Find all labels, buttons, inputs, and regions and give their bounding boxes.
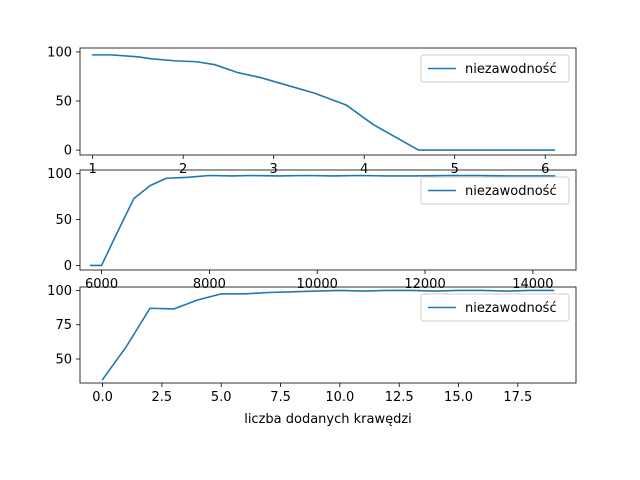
axes-frame — [79, 169, 577, 271]
x-tick-label: 7.5 — [270, 390, 291, 405]
x-tick-label: 6000 — [85, 277, 118, 292]
x-tick-label: 0.0 — [92, 390, 113, 405]
legend-box — [420, 176, 570, 205]
legend-box — [420, 293, 570, 322]
x-tick-label: 6 — [541, 162, 549, 177]
x-tick-label: 12000 — [404, 277, 445, 292]
x-tick-label: 5 — [451, 162, 459, 177]
legend-box — [420, 54, 570, 83]
series-line-1-1 — [91, 54, 556, 151]
y-tick-label: 0 — [64, 144, 72, 159]
y-tick-label: 75 — [55, 318, 72, 333]
y-tick-label: 50 — [55, 213, 72, 228]
y-tick-label: 50 — [55, 353, 72, 368]
x-tick-label: 2.5 — [152, 390, 173, 405]
x-axis-label: liczba dodanych krawędzi — [244, 412, 412, 427]
y-tick-label: 50 — [55, 95, 72, 110]
y-tick-label: 0 — [64, 259, 72, 274]
legend: niezawodność — [420, 176, 570, 205]
x-tick-label: 2 — [179, 162, 187, 177]
y-tick-label: 100 — [47, 167, 72, 182]
legend-label: niezawodność — [465, 301, 557, 316]
subplot-2: 6000 8000 10000 12000 14000 0 50 100 niezawodnoś… — [47, 167, 577, 292]
series-line-2-1 — [89, 174, 556, 267]
legend: niezawodność — [420, 54, 570, 83]
subplot-3: 0.0 2.5 5.0 7.5 10.0 12.5 15.0 17.5 50 75 100 nieza… — [47, 284, 577, 427]
x-tick-label: 5.0 — [211, 390, 232, 405]
x-tick-label: 12.5 — [385, 390, 414, 405]
x-tick-label: 10.0 — [325, 390, 354, 405]
x-tick-label: 14000 — [512, 277, 553, 292]
x-tick-label: 8000 — [193, 277, 226, 292]
y-tick-label: 100 — [47, 45, 72, 60]
x-tick-label: 17.5 — [503, 390, 532, 405]
x-tick-label: 4 — [360, 162, 368, 177]
axes-frame — [79, 47, 577, 156]
legend-label: niezawodność — [465, 184, 557, 199]
axes-frame — [79, 286, 577, 384]
x-tick-label: 15.0 — [444, 390, 473, 405]
series-line-3-1 — [101, 289, 555, 381]
legend-label: niezawodność — [465, 62, 557, 77]
x-tick-label: 1 — [89, 162, 97, 177]
legend: niezawodność — [420, 293, 570, 322]
x-tick-label: 3 — [270, 162, 278, 177]
x-tick-label: 10000 — [297, 277, 338, 292]
y-tick-label: 100 — [47, 284, 72, 299]
subplot-1: 1 2 3 4 5 6 0 50 100 niezawodność — [47, 45, 577, 177]
